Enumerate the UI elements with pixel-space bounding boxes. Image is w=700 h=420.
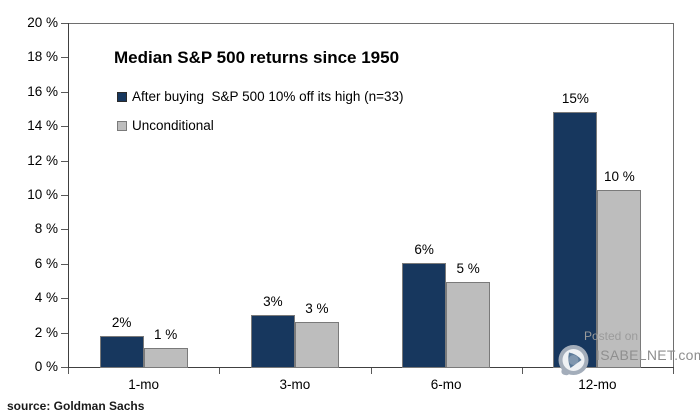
bar-value-label: 1 % — [153, 327, 178, 343]
legend-label: Unconditional — [132, 118, 214, 133]
legend-swatch-gray — [117, 120, 127, 131]
y-axis-tick — [61, 332, 68, 334]
plot-area-border — [68, 23, 674, 368]
chart-title: Median S&P 500 returns since 1950 — [114, 48, 400, 67]
y-axis-tick — [61, 229, 68, 231]
isabelnet-logo-icon — [558, 345, 589, 376]
x-axis-tick — [673, 368, 674, 374]
y-axis-label: 8 % — [34, 221, 58, 237]
y-axis-tick — [61, 57, 68, 59]
bar-value-label: 10 % — [603, 168, 635, 184]
y-axis-tick — [61, 263, 68, 265]
bar-value-label: 3% — [263, 294, 283, 310]
bar-after-buying-6-mo — [402, 262, 447, 368]
legend-label: After buying S&P 500 10% off its high (n… — [132, 89, 404, 104]
legend-item-unconditional: Unconditional — [117, 118, 214, 133]
y-axis-line — [68, 23, 69, 368]
y-axis-tick — [61, 160, 68, 162]
y-axis-label: 2 % — [34, 324, 58, 340]
x-axis-tick — [370, 368, 372, 374]
y-axis-tick — [61, 23, 68, 24]
bar-unconditional-1-mo — [143, 348, 188, 368]
legend-swatch-navy — [117, 91, 127, 102]
y-axis-label: 6 % — [34, 255, 58, 271]
source-note: source: Goldman Sachs — [7, 399, 145, 413]
bar-after-buying-3-mo — [250, 315, 295, 368]
bar-unconditional-3-mo — [294, 322, 339, 368]
bar-value-label: 2% — [111, 315, 132, 331]
category-label: 1-mo — [128, 377, 159, 392]
bar-after-buying-12-mo — [553, 112, 598, 368]
y-axis-tick — [61, 298, 68, 300]
y-axis-label: 0 % — [34, 359, 58, 374]
bar-value-label: 3 % — [305, 301, 329, 317]
category-label: 3-mo — [279, 377, 311, 392]
y-axis-label: 16 % — [27, 83, 58, 99]
y-axis-label: 18 % — [27, 49, 58, 65]
watermark-posted-on: Posted on — [584, 329, 639, 343]
y-axis-label: 12 % — [27, 152, 58, 168]
y-axis-tick — [61, 126, 68, 128]
x-axis-tick — [219, 368, 221, 374]
bar-value-label: 15% — [561, 91, 589, 107]
y-axis-label: 4 % — [34, 290, 58, 306]
y-axis-tick — [61, 195, 68, 196]
bar-after-buying-1-mo — [99, 336, 144, 368]
y-axis-tick — [61, 91, 68, 93]
x-axis-line — [62, 367, 674, 368]
bar-unconditional-6-mo — [446, 281, 491, 368]
category-label: 6-mo — [430, 377, 462, 392]
bar-value-label: 5 % — [456, 260, 480, 276]
bar-unconditional-12-mo — [597, 189, 642, 368]
y-axis-label: 14 % — [27, 118, 58, 134]
x-axis-tick — [68, 368, 69, 374]
bar-value-label: 6% — [414, 241, 434, 257]
x-axis-tick — [521, 368, 523, 374]
y-axis-label: 20 % — [27, 15, 58, 30]
category-label: 12-mo — [578, 377, 617, 392]
y-axis-tick — [61, 367, 68, 368]
watermark-isabelnet: ISABELNET.com — [596, 347, 700, 363]
legend-item-after-buying: After buying S&P 500 10% off its high (n… — [117, 89, 404, 104]
y-axis-label: 10 % — [27, 187, 58, 202]
